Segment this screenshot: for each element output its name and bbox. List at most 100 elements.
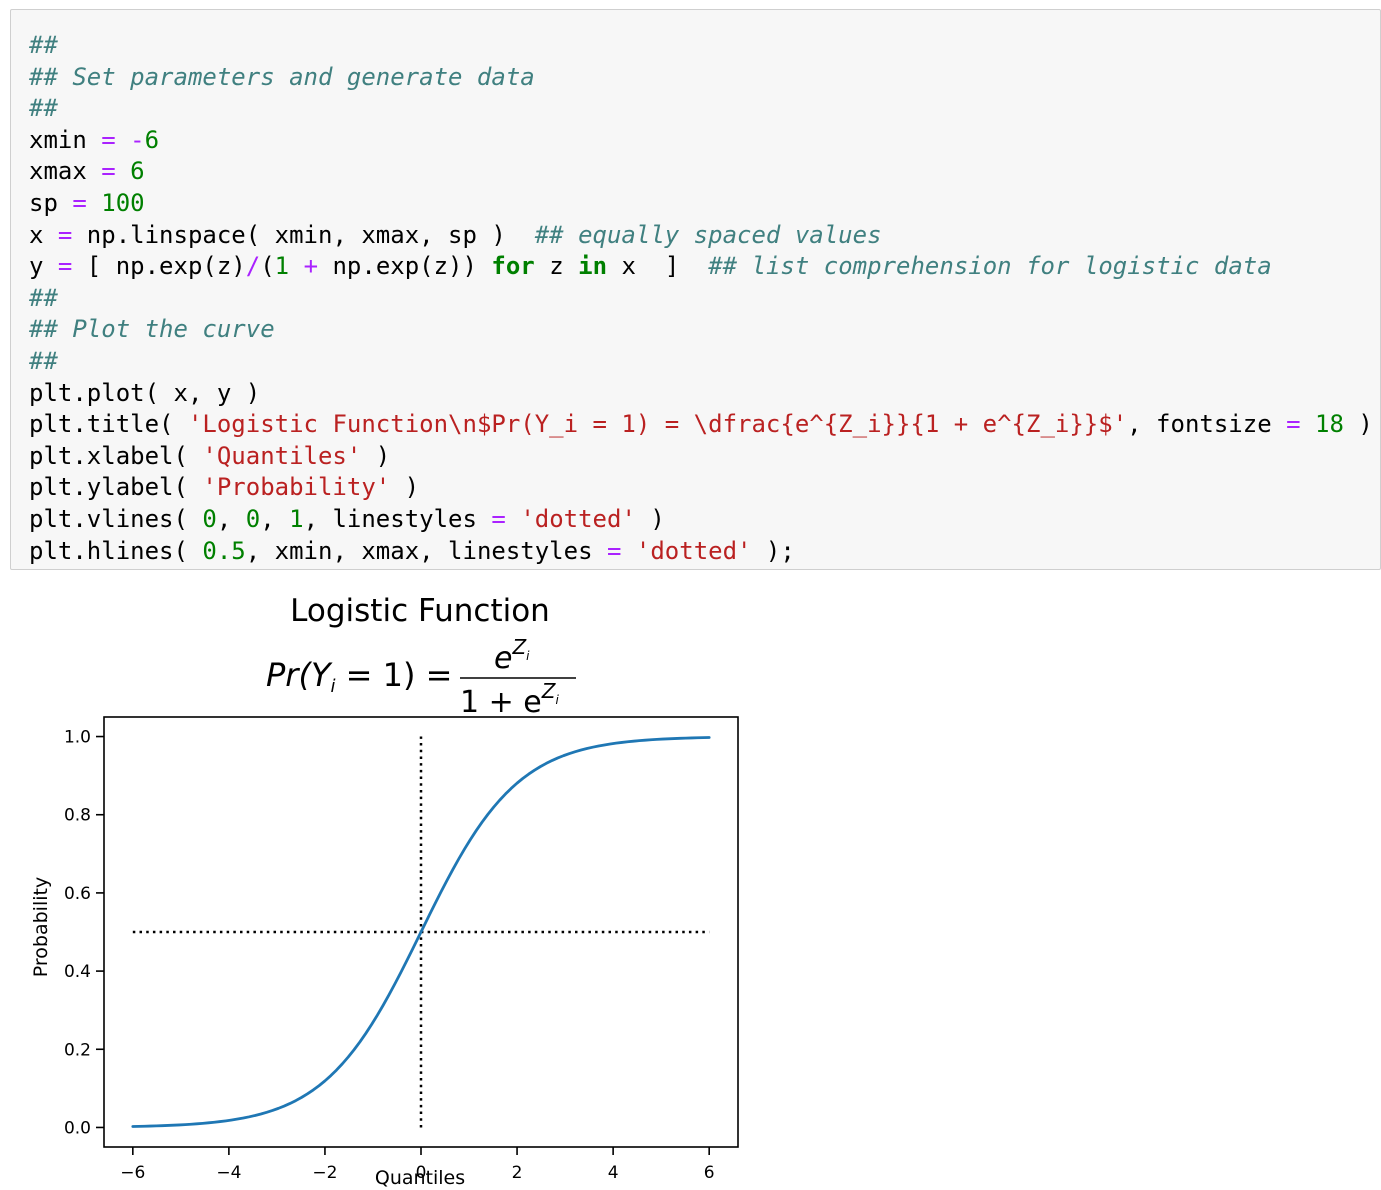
- x-tick-label: 2: [512, 1163, 523, 1183]
- code-line[interactable]: plt.vlines( 0, 0, 1, linestyles = 'dotte…: [29, 504, 1373, 536]
- code-token-kw: for: [491, 252, 535, 281]
- code-token-num: 0: [245, 504, 261, 533]
- code-token-plain: plt.plot( x, y ): [29, 378, 261, 407]
- code-token-num: 0: [202, 504, 217, 533]
- x-tick-label: 4: [608, 1163, 619, 1183]
- svg-text:eZi: eZi: [494, 635, 530, 676]
- code-token-plain: x ]: [607, 252, 709, 281]
- formula-lhs-prefix: Pr(Y: [266, 656, 333, 694]
- formula-num-sup-sub: i: [526, 649, 530, 663]
- code-line[interactable]: ##: [29, 93, 1373, 125]
- code-token-op: =: [57, 220, 73, 249]
- code-token-op: +: [303, 252, 319, 281]
- y-tick-label: 0.4: [64, 962, 91, 982]
- code-token-plain: ,: [260, 504, 290, 533]
- svg-text:1 + eZi: 1 + eZi: [460, 679, 559, 720]
- y-tick-label: 0.6: [64, 884, 91, 904]
- code-token-num: 18: [1315, 410, 1344, 439]
- code-token-plain: , fontsize: [1127, 410, 1287, 439]
- code-line[interactable]: plt.xlabel( 'Quantiles' ): [29, 441, 1373, 473]
- code-token-plain: , xmin, xmax, linestyles: [245, 536, 607, 565]
- code-cell[interactable]: ## ## Set parameters and generate data ## x…: [10, 9, 1381, 570]
- code-token-plain: [1301, 410, 1315, 438]
- formula-lhs-suffix: = 1) =: [336, 656, 453, 694]
- code-token-num: 6: [144, 125, 160, 154]
- svg-text:Pr(Yi = 1) =: Pr(Yi = 1) =: [266, 656, 452, 697]
- code-line[interactable]: ##: [29, 346, 1373, 378]
- code-token-comment: ## Set parameters and generate data: [29, 62, 535, 91]
- code-token-plain: np.linspace( xmin, xmax, sp ): [72, 220, 535, 249]
- code-token-plain: [621, 537, 635, 565]
- code-token-plain: [116, 157, 130, 185]
- code-line[interactable]: plt.plot( x, y ): [29, 378, 1373, 410]
- code-line[interactable]: xmin = -6: [29, 125, 1373, 157]
- code-token-num: 100: [101, 188, 145, 217]
- code-line[interactable]: y = [ np.exp(z)/(1 + np.exp(z)) for z in…: [29, 251, 1373, 283]
- code-line[interactable]: ## Plot the curve: [29, 314, 1373, 346]
- code-token-plain: plt.hlines(: [29, 536, 203, 565]
- code-token-op: =: [491, 504, 506, 533]
- plot-frame: [103, 716, 739, 1148]
- code-token-comment: ##: [29, 31, 58, 59]
- code-token-plain: sp: [29, 188, 73, 217]
- y-tick-label: 1.0: [64, 728, 91, 748]
- code-token-plain: [87, 189, 101, 217]
- code-line[interactable]: ## Set parameters and generate data: [29, 62, 1373, 94]
- code-token-comment: ## Plot the curve: [29, 315, 275, 344]
- code-line[interactable]: x = np.linspace( xmin, xmax, sp ) ## equ…: [29, 220, 1373, 252]
- formula-num-sup: Z: [511, 635, 527, 659]
- code-token-plain: ,: [216, 504, 246, 533]
- code-token-op: =: [57, 252, 73, 281]
- code-token-comment: ## list comprehension for logistic data: [708, 252, 1272, 281]
- chart-title: Logistic Function: [290, 593, 550, 629]
- code-token-plain: ): [390, 473, 420, 502]
- formula-lhs-sub: i: [330, 676, 335, 697]
- code-line[interactable]: sp = 100: [29, 188, 1373, 220]
- code-token-str: 'Logistic Function\n$Pr(Y_i = 1) = \dfra…: [187, 410, 1128, 439]
- code-token-plain: y: [29, 252, 58, 281]
- x-tick-label: −6: [120, 1163, 145, 1183]
- formula-den-prefix: 1 + e: [460, 685, 542, 720]
- code-token-plain: np.exp(z)): [318, 252, 492, 281]
- code-line[interactable]: ##: [29, 283, 1373, 315]
- x-tick-label: −4: [216, 1163, 241, 1183]
- code-token-plain: , linestyles: [303, 504, 492, 533]
- code-line[interactable]: xmax = 6: [29, 156, 1373, 188]
- code-token-comment: ##: [29, 94, 58, 123]
- y-tick-label: 0.2: [64, 1040, 91, 1060]
- code-token-plain: plt.title(: [29, 410, 188, 439]
- code-token-plain: plt.vlines(: [29, 504, 203, 533]
- code-token-comment: ##: [29, 283, 58, 312]
- code-token-comment: ##: [29, 346, 58, 375]
- code-token-kw: in: [578, 252, 608, 281]
- code-line[interactable]: plt.ylabel( 'Probability' ): [29, 472, 1373, 504]
- code-token-plain: [506, 505, 520, 533]
- x-axis-ticks: −6 −4 −2 0 2 4 6: [120, 1147, 715, 1183]
- chart-formula: Pr(Yi = 1) = eZi 1 + eZi: [266, 635, 576, 720]
- output-area: Logistic Function Pr(Yi = 1) = eZi 1 + e…: [0, 580, 760, 1190]
- code-token-str: 'dotted': [520, 504, 636, 533]
- code-token-comment: ## equally spaced values: [534, 220, 882, 249]
- code-token-plain: z: [534, 252, 579, 281]
- code-token-str: 'Probability': [202, 473, 391, 502]
- code-token-op: =: [606, 536, 622, 565]
- y-axis-label: Probability: [30, 877, 52, 977]
- code-token-op: =: [101, 157, 116, 186]
- x-tick-label: 6: [704, 1163, 715, 1183]
- code-token-num: 0.5: [202, 536, 246, 565]
- code-line[interactable]: ##: [29, 30, 1373, 62]
- code-token-plain: [289, 252, 303, 280]
- code-token-str: 'Quantiles': [202, 441, 362, 470]
- code-line[interactable]: plt.title( 'Logistic Function\n$Pr(Y_i =…: [29, 409, 1373, 441]
- code-line[interactable]: plt.hlines( 0.5, xmin, xmax, linestyles …: [29, 536, 1373, 568]
- code-editor[interactable]: ## ## Set parameters and generate data ## x…: [29, 30, 1373, 567]
- code-token-op: /: [245, 252, 261, 281]
- code-token-op: -: [130, 125, 145, 154]
- code-token-num: 1: [274, 252, 290, 281]
- y-axis-ticks: 0.0 0.2 0.4 0.6 0.8 1.0: [64, 728, 104, 1138]
- formula-den-sup: Z: [541, 679, 557, 703]
- code-token-op: =: [1286, 410, 1301, 439]
- code-token-plain: ): [361, 441, 391, 470]
- series-line-logistic: [131, 736, 711, 1128]
- code-token-op: =: [101, 125, 116, 154]
